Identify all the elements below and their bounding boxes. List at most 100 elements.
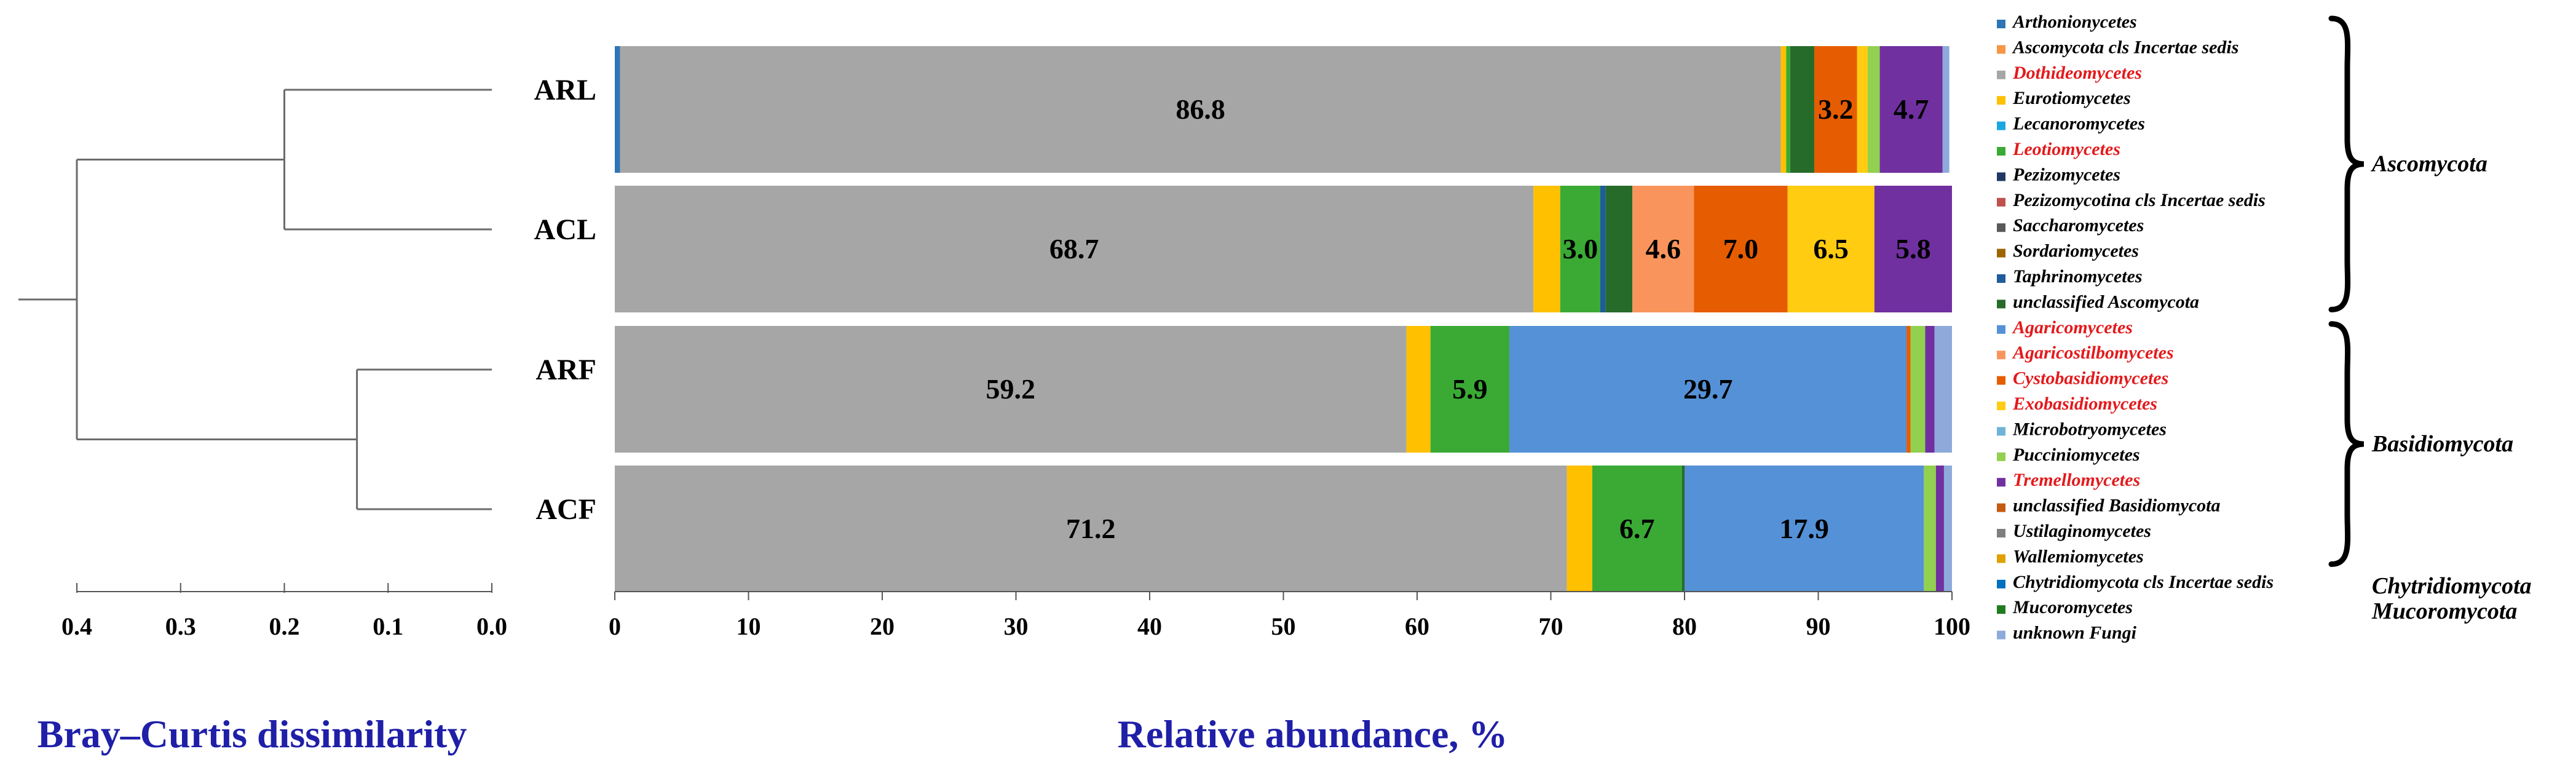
group-label-basidiomycota: Basidiomycota xyxy=(2371,431,2513,457)
bar-arf-unknown-fungi xyxy=(1934,326,1952,453)
abundance-tick-label-80: 80 xyxy=(1672,613,1697,640)
legend: Arthonionycetes Ascomycota cls Incertae s… xyxy=(1997,12,2274,643)
sample-label-arl: ARL xyxy=(534,74,596,106)
abundance-tick-label-10: 10 xyxy=(737,613,761,640)
legend-swatch-agaricomycetes xyxy=(1997,325,2005,334)
group-brace-basidiomycota xyxy=(2328,321,2365,567)
dendrogram-axis-title: Bray–Curtis dissimilarity xyxy=(38,712,467,756)
legend-label-pezizomycotina-cls-incertae-sedis: Pezizomycotina cls Incertae sedis xyxy=(2012,190,2266,210)
legend-swatch-chytridiomycota-cls-incertae-sedis xyxy=(1997,579,2005,589)
group-label-ascomycota: Ascomycota xyxy=(2371,151,2487,177)
bar-acl-exobasidiomycetes xyxy=(1787,186,1875,312)
legend-swatch-unknown-fungi xyxy=(1997,630,2005,640)
legend-swatch-dothideomycetes xyxy=(1997,70,2005,79)
legend-swatch-unclassified-ascomycota xyxy=(1997,299,2005,309)
dendrogram-tick-label-0-2: 0.2 xyxy=(269,613,300,640)
legend-label-microbotryomycetes: Microbotryomycetes xyxy=(2012,419,2167,439)
phylum-groups: Ascomycota Basidiomycota ChytridiomycotaMu… xyxy=(2328,15,2532,624)
bar-acf-pucciniomycetes xyxy=(1924,466,1936,592)
legend-swatch-eurotiomycetes xyxy=(1997,96,2005,105)
legend-label-arthonionycetes: Arthonionycetes xyxy=(2012,12,2137,32)
bar-arl-cystobasidiomycetes xyxy=(1814,46,1857,173)
bar-acl-cystobasidiomycetes xyxy=(1694,186,1788,312)
group-label-mucoromycota: Mucoromycota xyxy=(2371,598,2517,624)
bar-acf-agaricomycetes xyxy=(1685,466,1924,592)
legend-label-sordariomycetes: Sordariomycetes xyxy=(2013,241,2139,261)
group-brace-ascomycota xyxy=(2328,15,2365,312)
legend-swatch-pezizomycotina-cls-incertae-sedis xyxy=(1997,197,2005,207)
bar-acf-eurotiomycetes xyxy=(1567,466,1592,592)
data-label-acf-leotiomycetes: 6.7 xyxy=(1619,513,1655,544)
legend-swatch-ascomycota-cls-incertae-sedis xyxy=(1997,45,2005,54)
data-label-acl-cystobasidiomycetes: 7.0 xyxy=(1723,233,1759,264)
bar-arf-eurotiomycetes xyxy=(1406,326,1431,453)
legend-label-agaricostilbomycetes: Agaricostilbomycetes xyxy=(2012,343,2174,363)
abundance-tick-label-20: 20 xyxy=(870,613,895,640)
bar-arl-pucciniomycetes xyxy=(1867,46,1880,173)
legend-swatch-leotiomycetes xyxy=(1997,147,2005,156)
legend-label-agaricomycetes: Agaricomycetes xyxy=(2012,317,2133,338)
dendrogram: ARL ACL ARF ACF xyxy=(18,74,596,526)
data-label-arf-leotiomycetes: 5.9 xyxy=(1452,373,1488,405)
legend-swatch-exobasidiomycetes xyxy=(1997,402,2005,410)
bar-arf-tremellomycetes xyxy=(1925,326,1935,453)
data-label-acl-agaricostilbomycetes: 4.6 xyxy=(1645,233,1681,264)
stacked-bars: 86.8 3.2 4.7 68.7 3.0 4.6 7.0 6.5 5.8 59.2 5.9 29.7… xyxy=(615,46,1952,592)
legend-label-ustilaginomycetes: Ustilaginomycetes xyxy=(2013,521,2151,541)
legend-label-unknown-fungi: unknown Fungi xyxy=(2013,623,2137,643)
legend-label-chytridiomycota-cls-incertae-sedis: Chytridiomycota cls Incertae sedis xyxy=(2013,572,2274,592)
legend-swatch-pucciniomycetes xyxy=(1997,452,2005,461)
data-label-arl-cystobasidiomycetes: 3.2 xyxy=(1818,93,1854,125)
abundance-tick-label-100: 100 xyxy=(1934,613,1970,640)
legend-swatch-taphrinomycetes xyxy=(1997,274,2005,283)
dendrogram-tick-label-0-3: 0.3 xyxy=(165,613,196,640)
data-label-acl-exobasidiomycetes: 6.5 xyxy=(1813,233,1849,264)
legend-label-unclassified-ascomycota: unclassified Ascomycota xyxy=(2013,291,2199,312)
legend-label-ascomycota-cls-incertae-sedis: Ascomycota cls Incertae sedis xyxy=(2012,37,2238,57)
legend-label-unclassified-basidiomycota: unclassified Basidiomycota xyxy=(2013,496,2221,516)
abundance-tick-label-0: 0 xyxy=(609,613,621,640)
bar-arl-dothideomycetes xyxy=(620,46,1781,173)
legend-label-saccharomycetes: Saccharomycetes xyxy=(2013,215,2144,236)
legend-label-eurotiomycetes: Eurotiomycetes xyxy=(2012,88,2131,108)
bar-arf-dothideomycetes xyxy=(615,326,1407,453)
bar-acl-agaricostilbomycetes xyxy=(1632,186,1694,312)
legend-swatch-arthonionycetes xyxy=(1997,20,2005,28)
legend-swatch-mucoromycetes xyxy=(1997,605,2005,614)
legend-swatch-tremellomycetes xyxy=(1997,478,2005,487)
legend-swatch-ustilaginomycetes xyxy=(1997,529,2005,537)
bar-arl-arthonionycetes xyxy=(615,46,620,173)
legend-label-dothideomycetes: Dothideomycetes xyxy=(2012,63,2142,83)
bar-arf-agaricomycetes xyxy=(1509,326,1907,453)
legend-swatch-agaricostilbomycetes xyxy=(1997,351,2005,360)
bar-arl-eurotiomycetes xyxy=(1780,46,1787,173)
bar-arf-leotiomycetes xyxy=(1430,326,1510,453)
legend-swatch-cystobasidiomycetes xyxy=(1997,376,2005,385)
dendrogram-axis: 0.4 0.3 0.2 0.1 0.0 xyxy=(61,583,507,640)
legend-label-mucoromycetes: Mucoromycetes xyxy=(2012,597,2133,617)
legend-label-cystobasidiomycetes: Cystobasidiomycetes xyxy=(2013,368,2168,389)
data-label-arl-tremellomycetes: 4.7 xyxy=(1894,93,1929,125)
data-label-arf-dothideomycetes: 59.2 xyxy=(986,373,1036,405)
bar-arl-tremellomycetes xyxy=(1879,46,1943,173)
abundance-tick-label-30: 30 xyxy=(1004,613,1029,640)
abundance-tick-label-90: 90 xyxy=(1806,613,1831,640)
abundance-axis: 0 10 20 30 40 50 60 70 80 90 100 xyxy=(609,591,1970,640)
bar-arf-cystobasidiomycetes xyxy=(1906,326,1911,453)
data-label-arl-dothideomycetes: 86.8 xyxy=(1175,93,1225,125)
bar-acl-eurotiomycetes xyxy=(1533,186,1560,312)
abundance-tick-label-60: 60 xyxy=(1405,613,1429,640)
bar-acf-leotiomycetes xyxy=(1592,466,1682,592)
legend-swatch-saccharomycetes xyxy=(1997,223,2005,232)
dendrogram-tick-label-0-1: 0.1 xyxy=(373,613,403,640)
legend-label-pucciniomycetes: Pucciniomycetes xyxy=(2012,445,2140,465)
bar-acl-unclassified-ascomycota xyxy=(1605,186,1633,312)
data-label-acl-leotiomycetes: 3.0 xyxy=(1563,233,1598,264)
legend-swatch-microbotryomycetes xyxy=(1997,427,2005,436)
legend-swatch-wallemiomycetes xyxy=(1997,554,2005,563)
bar-acl-taphrinomycetes xyxy=(1600,186,1606,312)
data-label-acl-tremellomycetes: 5.8 xyxy=(1895,233,1931,264)
abundance-tick-label-40: 40 xyxy=(1137,613,1162,640)
data-label-acf-agaricomycetes: 17.9 xyxy=(1779,513,1829,544)
data-label-acl-dothideomycetes: 68.7 xyxy=(1049,233,1099,264)
